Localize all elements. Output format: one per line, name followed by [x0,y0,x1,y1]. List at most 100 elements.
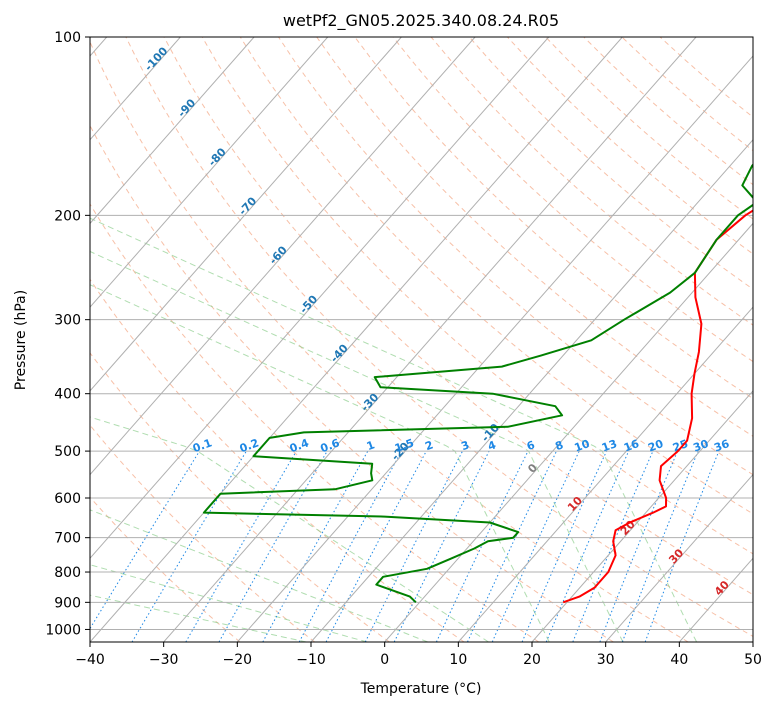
dry-adiabat-line [278,37,753,476]
mixing-ratio-line [393,450,490,642]
inline-labels: -100-90-80-70-60-50-40-30-20-10010203040… [142,44,732,598]
isotherm-line [605,473,753,642]
dry-adiabat-line [125,37,753,638]
mixing-ratio-label: 0.2 [238,436,261,455]
mixing-ratio-label: 36 [712,437,731,455]
y-tick-label: 800 [54,565,81,581]
isotherm-line [457,306,753,642]
moist-adiabat-line [90,509,428,642]
dry-adiabat-line [545,37,753,220]
profile-series [202,163,753,604]
dry-adiabat-line [621,37,753,152]
mixing-ratio-label: 30 [692,437,711,455]
dewpoint-profile-line [202,163,753,604]
isotherm-label: -70 [236,194,259,218]
x-axis-ticks: −40 −30 −20 −10 0 10 20 30 40 50 [75,642,762,668]
dry-adiabat-line [90,278,465,642]
mixing-ratio-line [545,450,630,642]
x-tick-label: 50 [744,652,762,668]
dry-adiabat-line [90,203,540,642]
mixing-ratio-label: 16 [622,437,641,455]
dry-adiabat-line [354,37,753,400]
dry-adiabat-line [392,37,753,363]
mixing-ratio-label: 3 [460,438,472,453]
isotherm-line [90,37,476,476]
dry-adiabat-line [90,40,689,642]
mixing-ratio-line [572,450,654,642]
y-tick-label: 200 [54,208,81,224]
x-tick-label: 30 [597,652,615,668]
x-tick-label: −20 [223,652,253,668]
isotherm-line [531,390,753,642]
y-tick-label: 400 [54,387,81,403]
mixing-ratio-line [90,450,200,630]
mixing-ratio-label: 10 [573,437,592,455]
dry-adiabat-line [507,37,753,255]
moist-adiabat-line [90,284,550,642]
isotherm-line [310,138,753,642]
dry-adiabat-line [201,37,753,555]
y-axis-ticks: 100 200 300 400 500 600 700 800 900 1000 [45,30,90,638]
isotherm-label: -60 [267,243,290,267]
mixing-ratio-line [599,450,679,642]
y-tick-label: 1000 [45,622,81,638]
isotherm-line [752,641,753,642]
y-tick-label: 300 [54,313,81,329]
mixing-ratio-line [218,450,328,642]
isotherm-label: -50 [297,292,320,316]
dry-adiabat-line [90,496,241,642]
mixing-ratio-label: 13 [600,437,619,454]
x-tick-label: −10 [296,652,326,668]
dry-adiabat-line [468,37,753,290]
x-tick-label: 40 [670,652,688,668]
mixing-ratio-line [521,450,608,642]
isotherm-line [236,55,753,642]
mixing-ratio-line [262,450,369,642]
mixing-ratio-label: 0.6 [319,436,342,455]
moist-adiabat-line [90,250,624,642]
mixing-ratio-line [435,450,529,642]
isotherm-grid [90,37,753,642]
moist-adiabat-line [90,416,489,642]
mixing-ratio-line [644,450,720,642]
mixing-ratio-label: 0.1 [191,436,214,455]
mixing-ratio-label: 8 [554,438,566,453]
moist-adiabat-line [90,594,307,642]
mixing-ratio-label: 2 [423,438,435,453]
dry-adiabat-line [163,37,753,596]
y-tick-label: 100 [54,30,81,46]
moist-adiabat-line [90,217,698,642]
x-tick-label: 20 [523,652,541,668]
mixing-ratio-label: 20 [646,437,665,455]
mixing-ratio-line [491,450,580,642]
isotherm-line [384,222,753,642]
y-tick-label: 900 [54,595,81,611]
dry-adiabat-line [239,37,753,515]
mixing-ratio-label: 1 [365,438,377,453]
x-tick-label: −40 [75,652,105,668]
x-tick-label: −30 [149,652,179,668]
isotherm-line [90,37,550,560]
dry-adiabat-line [90,124,614,642]
isotherm-label: -100 [142,44,171,73]
isotherm-label: 30 [666,546,686,566]
plot-frame [89,36,754,643]
background-lines [90,37,753,642]
isotherm-label: 0 [525,461,540,476]
y-tick-label: 700 [54,531,81,547]
mixing-ratio-label: 1.5 [393,436,416,455]
x-axis-label: Temperature (°C) [360,681,482,697]
x-tick-label: 10 [449,652,467,668]
mixing-ratio-line [325,450,427,642]
mixing-ratio-line [364,450,463,642]
temperature-profile-line [562,209,753,604]
isotherm-line [90,37,329,308]
isotherm-line [90,37,255,225]
isotherm-line [163,37,697,642]
chart-title: wetPf2_GN05.2025.340.08.24.R05 [283,11,559,31]
mixing-ratio-label: 6 [525,438,537,453]
x-tick-label: 0 [380,652,389,668]
isotherm-label: 40 [712,578,732,598]
y-tick-label: 500 [54,444,81,460]
isotherm-label: -80 [206,145,229,169]
